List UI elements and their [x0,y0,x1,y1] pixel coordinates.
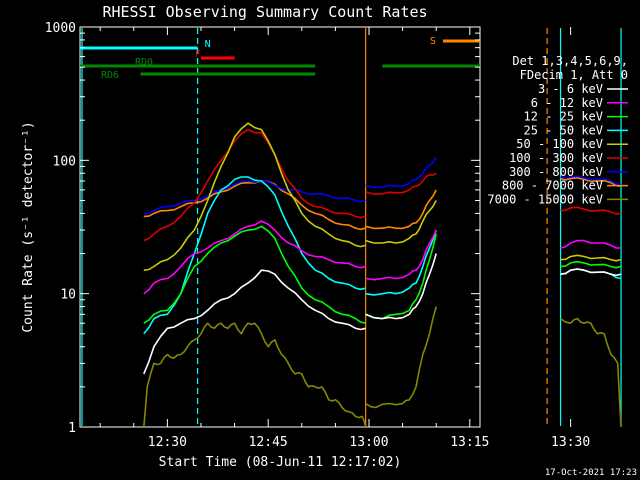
footer-date: 17-Oct-2021 17:23 [545,468,637,478]
x-tick-label-3: 13:15 [450,435,489,450]
series-8-segment-0 [143,322,367,428]
series-2-segment-0 [143,225,366,324]
series-7-segment-2 [560,177,622,187]
series-3-segment-1 [365,229,437,296]
y-axis-ticks: 1 10 100 1000 [45,21,480,436]
series-0-segment-0 [143,269,366,375]
series-5-segment-1 [365,172,437,195]
series-lines [143,122,622,428]
y-tick-label-3: 1000 [45,21,76,36]
chart-title: RHESSI Observing Summary Count Rates [102,3,427,21]
series-0-segment-1 [365,253,437,320]
flag-label-s: S [430,36,436,47]
y-axis-label: Count Rate (s⁻¹ detector⁻¹) [21,121,36,332]
series-4-segment-1 [365,200,437,244]
series-6-segment-2 [560,175,622,186]
series-6-segment-0 [143,180,366,215]
legend-entry-label-2: 12 - 25 keV [524,110,603,124]
series-4-segment-0 [143,122,366,271]
legend-entry-label-8: 7000 - 15000 keV [487,192,603,206]
flag-label-n: N [205,39,211,50]
series-6-segment-1 [365,157,437,189]
series-7-segment-0 [143,180,366,231]
flag-bars: NF S RD0 RD6 [80,36,480,81]
series-1-segment-0 [143,220,366,295]
series-4-segment-2 [560,254,622,262]
y-tick-label-2: 100 [53,154,76,169]
legend-header-line-2: FDecim 1, Att 0 [520,68,628,82]
series-0-segment-2 [560,268,622,277]
legend-entry-label-6: 300 - 800 keV [509,165,603,179]
x-tick-label-0: 12:30 [148,435,187,450]
legend-header-line-1: Det 1,3,4,5,6,9, [512,54,628,68]
series-2-segment-2 [560,260,622,269]
legend-entry-label-4: 50 - 100 keV [516,137,603,151]
series-8-segment-1 [365,306,437,409]
legend-entry-label-1: 6 - 12 keV [531,96,603,110]
x-axis-label: Start Time (08-Jun-11 12:17:02) [159,455,402,470]
y-tick-label-0: 1 [68,421,76,436]
series-8-segment-2 [560,317,622,428]
series-1-segment-1 [365,229,437,281]
legend: Det 1,3,4,5,6,9, FDecim 1, Att 0 3 - 6 k… [487,54,628,206]
y-tick-label-1: 10 [60,288,76,303]
flag-label-rd6: RD6 [101,70,119,81]
legend-entry-label-3: 25 - 50 keV [524,123,603,137]
x-tick-label-2: 13:00 [349,435,388,450]
series-7-segment-1 [365,189,437,230]
legend-entry-label-0: 3 - 6 keV [538,82,603,96]
legend-entry-label-7: 800 - 7000 keV [502,179,603,193]
x-tick-label-4: 13:30 [551,435,590,450]
series-1-segment-2 [560,239,622,249]
flag-label-f: F [195,49,201,60]
plot-frame [79,26,481,428]
x-tick-label-1: 12:45 [249,435,288,450]
series-5-segment-2 [560,206,622,215]
legend-entry-label-5: 100 - 300 keV [509,151,603,165]
flag-label-rd0: RD0 [135,57,153,68]
series-5-segment-0 [143,128,366,242]
